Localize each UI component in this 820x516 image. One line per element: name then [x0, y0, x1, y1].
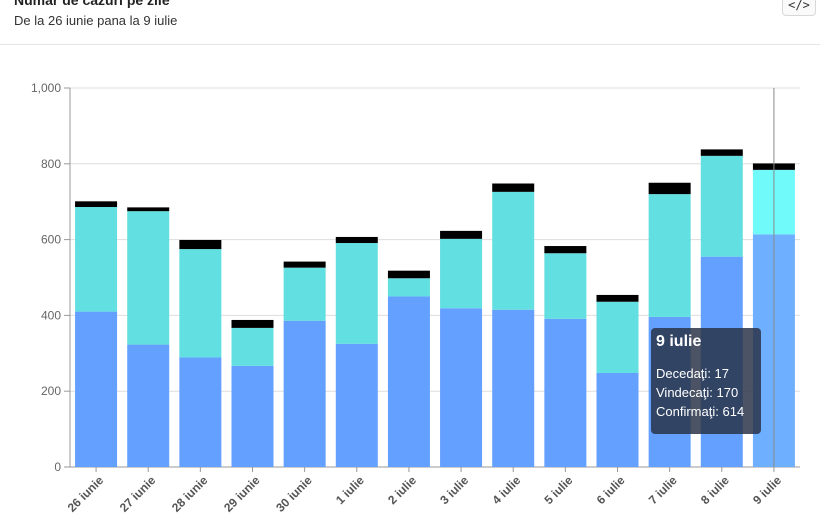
- x-tick-label: 9 iulie: [750, 473, 784, 507]
- bar-cured: [127, 211, 170, 345]
- x-tick-label: 8 iulie: [698, 473, 732, 507]
- bar-confirmed: [127, 344, 170, 467]
- x-tick-label: 7 iulie: [646, 473, 680, 507]
- x-tick-label: 1 iulie: [333, 473, 367, 507]
- bar-deceased: [596, 294, 639, 302]
- bar-cured: [179, 249, 222, 358]
- bar-deceased: [648, 182, 691, 195]
- bar-cured: [387, 278, 430, 297]
- tooltip-deceased-label: Decedaţi: [656, 366, 708, 381]
- y-tick-label: 400: [41, 308, 61, 322]
- bar-cured: [231, 327, 274, 366]
- x-tick-label: 26 iunie: [65, 473, 107, 515]
- bar-deceased: [231, 319, 274, 328]
- bar-cured: [75, 207, 118, 312]
- x-tick-label: 6 iulie: [594, 473, 628, 507]
- y-tick-label: 0: [54, 460, 61, 474]
- embed-code-button[interactable]: </>: [782, 0, 816, 16]
- y-tick-label: 800: [41, 157, 61, 171]
- y-tick-label: 600: [41, 233, 61, 247]
- bar-deceased: [179, 239, 222, 250]
- bar-cured: [544, 253, 587, 319]
- tooltip-cured-label: Vindecaţi: [656, 385, 710, 400]
- tooltip-row-cured: Vindecaţi: 170: [656, 385, 739, 400]
- tooltip-confirmed-label: Confirmaţi: [656, 404, 716, 419]
- x-tick-label: 4 iulie: [489, 473, 523, 507]
- bar-confirmed: [283, 320, 326, 467]
- bar-cured: [335, 243, 378, 344]
- bar-confirmed: [596, 373, 639, 467]
- bar-cured: [596, 301, 639, 374]
- tooltip-row-deceased: Decedaţi: 17: [656, 366, 730, 381]
- bar-deceased: [492, 183, 535, 192]
- x-tick-label: 28 iunie: [169, 473, 211, 515]
- bar-cured: [648, 194, 691, 317]
- bar-confirmed: [492, 309, 535, 467]
- x-tick-label: 29 iunie: [221, 473, 263, 515]
- bar-deceased: [283, 261, 326, 268]
- chart-header: Număr de cazuri pe zile De la 26 iunie p…: [0, 0, 820, 45]
- bar-deceased: [544, 246, 587, 254]
- tooltip-title: 9 iulie: [656, 333, 702, 350]
- bar-deceased: [335, 236, 378, 244]
- x-tick-label: 30 iunie: [273, 473, 315, 515]
- x-tick-label: 27 iunie: [117, 473, 159, 515]
- bar-cured: [492, 191, 535, 310]
- tooltip-deceased-value: 17: [714, 366, 730, 381]
- bar-confirmed: [387, 296, 430, 467]
- tooltip-confirmed-value: 614: [722, 404, 745, 419]
- chart-title: Număr de cazuri pe zile: [14, 0, 170, 8]
- bar-confirmed: [544, 318, 587, 467]
- bar-confirmed: [231, 365, 274, 467]
- bar-cured: [283, 267, 326, 321]
- bar-deceased: [75, 201, 118, 208]
- bar-confirmed: [179, 357, 222, 467]
- bar-cured: [700, 155, 743, 257]
- bar-confirmed: [75, 311, 118, 467]
- chart-tooltip: 9 iulie Decedaţi: 17 Vindecaţi: 170 Conf…: [651, 328, 761, 434]
- x-tick-label: 2 iulie: [385, 473, 419, 507]
- bar-confirmed: [440, 308, 483, 467]
- bar-deceased: [387, 270, 430, 279]
- x-tick-label: 3 iulie: [437, 473, 471, 507]
- bar-deceased: [440, 230, 483, 239]
- y-tick-label: 200: [41, 384, 61, 398]
- bar-deceased: [127, 207, 170, 212]
- bar-deceased: [700, 149, 743, 156]
- chart-subtitle: De la 26 iunie pana la 9 iulie: [14, 13, 178, 28]
- tooltip-cured-value: 170: [716, 385, 739, 400]
- y-tick-label: 1,000: [31, 81, 61, 95]
- bar-cured: [440, 238, 483, 309]
- bar-confirmed: [335, 343, 378, 467]
- tooltip-row-confirmed: Confirmaţi: 614: [656, 404, 745, 419]
- x-tick-label: 5 iulie: [542, 473, 576, 507]
